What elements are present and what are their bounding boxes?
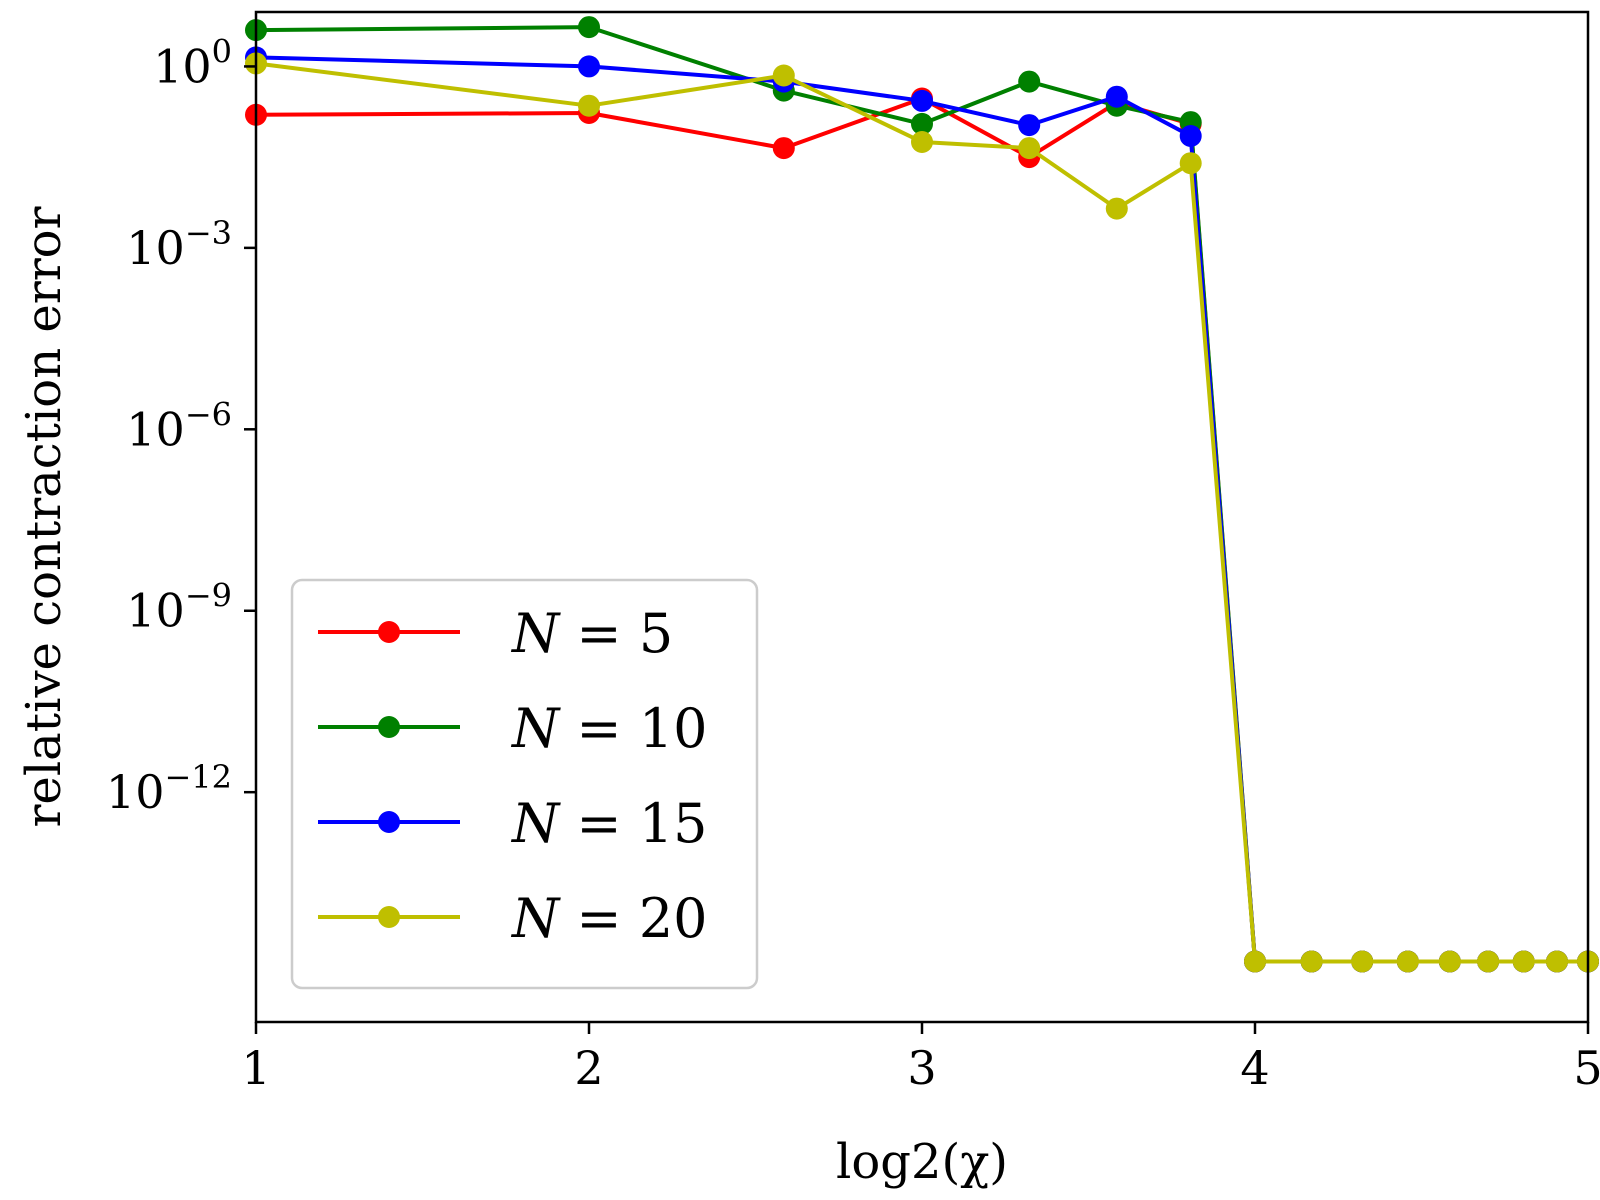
legend-label: N = 15 <box>510 792 708 855</box>
legend-entry: N = 5 <box>318 602 673 665</box>
data-point <box>1512 950 1535 973</box>
data-point <box>772 137 795 160</box>
data-point <box>578 16 600 39</box>
series-layer <box>245 16 1599 973</box>
legend-label: N = 10 <box>510 697 708 760</box>
x-tick-label: 5 <box>1573 1041 1600 1095</box>
data-point <box>1438 950 1461 973</box>
y-tick-label: 10−3 <box>126 214 232 275</box>
data-point <box>911 89 933 112</box>
legend-marker <box>378 621 400 643</box>
legend: N = 5 N = 10 N = 15 N = 20 <box>290 578 759 990</box>
legend-label: N = 20 <box>510 887 708 950</box>
x-tick-label: 3 <box>907 1041 936 1095</box>
data-point <box>1179 152 1202 175</box>
legend-entry: N = 15 <box>318 792 708 855</box>
legend-entry: N = 10 <box>318 697 708 760</box>
data-point <box>1018 70 1041 93</box>
x-tick-label: 2 <box>574 1041 603 1095</box>
data-point <box>578 55 600 78</box>
x-tick-label: 1 <box>241 1041 270 1095</box>
data-point <box>1546 950 1568 973</box>
data-point <box>578 94 600 117</box>
legend-marker <box>378 906 400 928</box>
data-point <box>1179 125 1202 147</box>
data-point <box>772 64 795 87</box>
data-point <box>1105 85 1128 108</box>
legend-marker <box>378 811 400 833</box>
axis-ticks: 1 2 3 4 5 100 10−3 10−6 10−9 10−12 <box>106 32 1600 1095</box>
legend-entry: N = 20 <box>318 887 708 950</box>
data-point <box>1300 950 1323 973</box>
y-tick-label: 10−9 <box>126 577 232 638</box>
legend-box <box>290 578 759 990</box>
data-point <box>1244 950 1266 973</box>
data-point <box>1396 950 1419 973</box>
y-axis-title: relative contraction error <box>16 206 72 827</box>
data-point <box>911 131 933 153</box>
data-point <box>1018 114 1041 137</box>
legend-label: N = 5 <box>510 602 673 665</box>
x-tick-label: 4 <box>1240 1041 1269 1095</box>
y-tick-label: 10−6 <box>126 395 232 456</box>
data-point <box>1477 950 1500 973</box>
legend-entries: N = 5 N = 10 N = 15 N = 20 <box>318 602 708 950</box>
y-tick-label: 10−12 <box>106 758 232 819</box>
y-tick-label: 100 <box>153 32 232 93</box>
legend-marker <box>378 716 400 738</box>
series-line <box>255 61 1588 964</box>
data-point <box>1351 950 1374 973</box>
x-axis-title: log2(χ) <box>836 1134 1008 1190</box>
data-point <box>1105 197 1128 220</box>
data-point <box>1018 137 1041 160</box>
data-point <box>911 112 933 135</box>
